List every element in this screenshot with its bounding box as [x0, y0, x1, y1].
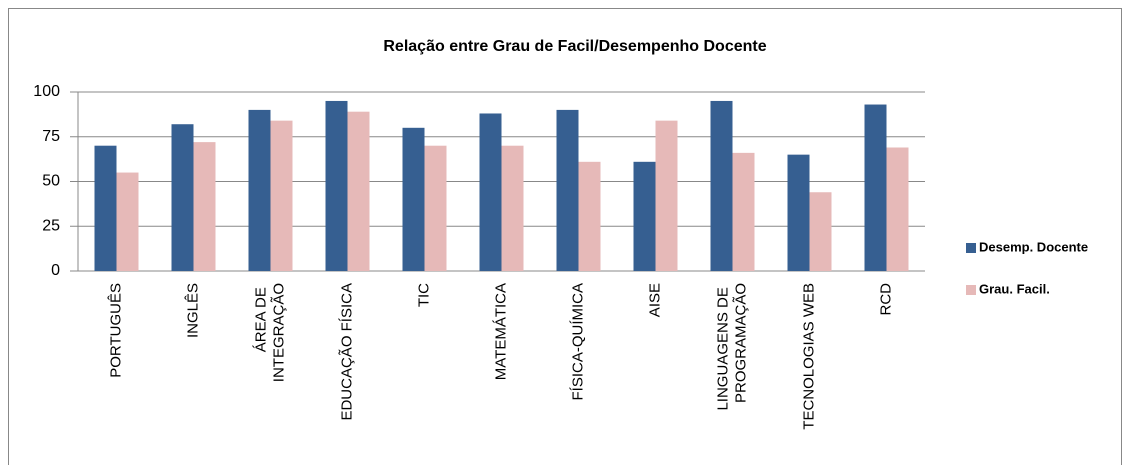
y-tick-label: 50 — [42, 173, 60, 190]
legend-swatch — [966, 285, 976, 295]
bar — [732, 152, 755, 271]
bar — [886, 147, 909, 271]
x-tick-label-line: ÁREA DE — [252, 283, 269, 352]
x-tick-label: RCD — [877, 283, 894, 316]
bar — [402, 127, 425, 271]
x-tick-label: EDUCAÇÃO FÍSICA — [338, 283, 355, 421]
x-tick-label: TIC — [415, 283, 432, 307]
y-tick-label: 75 — [42, 128, 60, 145]
x-tick-label: ÁREA DE INTEGRAÇÃO — [252, 283, 287, 382]
legend-swatch — [966, 243, 976, 253]
bar — [710, 100, 733, 271]
bar — [578, 161, 601, 271]
bar — [655, 120, 678, 271]
x-tick-label: PORTUGUÊS — [107, 283, 124, 378]
bar — [809, 192, 832, 271]
bar — [94, 145, 117, 271]
bar — [193, 142, 216, 271]
bar — [864, 104, 887, 271]
x-tick-label: TECNOLOGIAS WEB — [800, 283, 817, 430]
x-tick-label-line: LINGUAGENS DE — [714, 283, 731, 411]
y-tick-label: 100 — [33, 83, 60, 100]
y-tick-label: 0 — [51, 262, 60, 279]
bar — [633, 161, 656, 271]
bar — [171, 124, 194, 271]
x-tick-label: MATEMÁTICA — [492, 283, 509, 380]
chart-title: Relação entre Grau de Facil/Desempenho D… — [383, 38, 766, 55]
y-tick-label: 25 — [42, 217, 60, 234]
x-tick-label: AISE — [646, 283, 663, 317]
x-tick-label-line: PROGRAMAÇÃO — [732, 283, 749, 403]
bar — [248, 109, 271, 272]
bar — [787, 154, 810, 271]
bar — [116, 172, 139, 271]
bar — [501, 145, 524, 271]
bar — [424, 145, 447, 271]
bar — [325, 100, 348, 271]
legend-label: Desemp. Docente — [979, 239, 1088, 254]
bar — [270, 120, 293, 271]
bar — [556, 109, 579, 272]
x-tick-label: FÍSICA-QUÍMICA — [569, 283, 586, 401]
x-tick-label-line: INTEGRAÇÃO — [270, 283, 287, 382]
bar — [347, 111, 370, 271]
x-tick-label: INGLÊS — [184, 283, 201, 338]
bar — [479, 113, 502, 271]
legend-label: Grau. Facil. — [979, 281, 1050, 296]
x-tick-label: LINGUAGENS DE PROGRAMAÇÃO — [714, 283, 749, 411]
